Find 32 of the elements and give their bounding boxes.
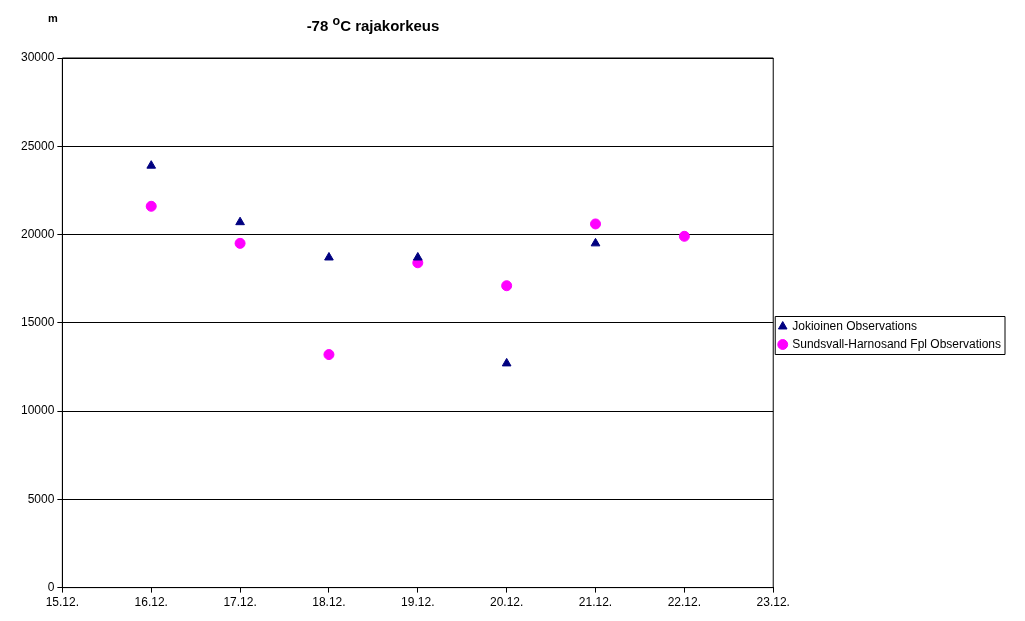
y-tick-label: 25000 [20,138,55,153]
point [324,251,334,261]
point [235,216,245,226]
x-tick-label: 20.12. [489,595,524,610]
x-tick-label: 17.12. [223,595,257,610]
point [590,218,602,230]
legend-label: Sundsvall-Harnosand Fpl Observations [792,336,1002,351]
x-tick-label: 19.12. [401,595,435,610]
y-tick-label: 30000 [20,50,55,65]
x-tick-label: 22.12. [667,595,702,610]
y-tick-label: 20000 [20,226,55,241]
x-tick-label: 21.12. [578,595,613,610]
x-tick-label: 16.12. [134,595,168,610]
y-tick-label: 0 [47,579,55,594]
point [412,251,423,261]
y-axis-title: m [48,12,58,24]
y-tick-label: 5000 [27,491,55,506]
x-tick-label: 18.12. [312,595,346,610]
y-tick-label: 15000 [20,315,55,330]
point [590,237,601,247]
point [146,160,157,169]
legend-label: Jokioinen Observations [792,318,917,333]
chart-title: -78 $^{o}$C rajakorkeus [306,14,440,34]
point [145,200,157,212]
point [323,349,335,361]
point [234,237,246,249]
point [501,357,512,367]
y-tick-label: 10000 [20,403,55,418]
x-tick-label: 23.12. [756,595,790,610]
x-tick-label: 15.12. [45,595,80,610]
point [678,230,690,242]
point [501,280,513,292]
